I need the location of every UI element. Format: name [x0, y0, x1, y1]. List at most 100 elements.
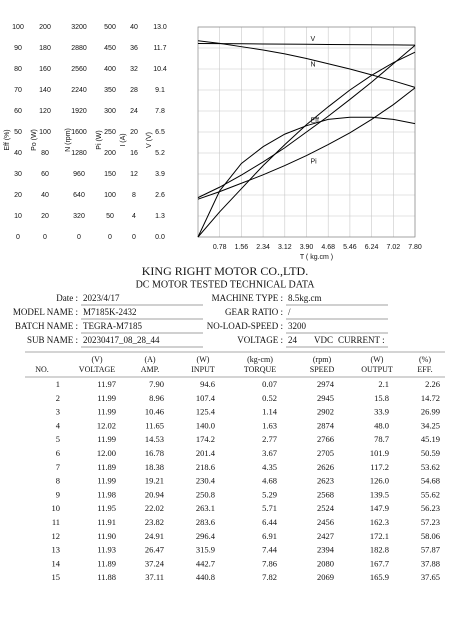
field-value: 3200 — [288, 321, 307, 331]
plot-frame — [197, 26, 416, 238]
table-cell: 1 — [56, 379, 60, 389]
table-cell: 6.91 — [262, 531, 277, 541]
y-tick-label: 100 — [39, 129, 51, 136]
table-cell: 2456 — [317, 517, 334, 527]
column-header: INPUT — [191, 365, 215, 374]
table-cell: 6.44 — [262, 517, 278, 527]
table-cell: 107.4 — [196, 393, 216, 403]
table-cell: 147.9 — [370, 503, 389, 513]
table-cell: 26.47 — [145, 545, 164, 555]
y-tick-label: 4 — [132, 213, 136, 220]
table-cell: 8.96 — [149, 393, 164, 403]
y-tick-label: 80 — [41, 150, 49, 157]
y-tick-label: 0 — [43, 234, 47, 241]
table-cell: 3.67 — [262, 448, 277, 458]
table-cell: 50.59 — [421, 448, 440, 458]
column-header: OUTPUT — [361, 365, 393, 374]
table-cell: 5 — [56, 434, 60, 444]
y-tick-label: 5.2 — [155, 150, 165, 157]
document: KING RIGHT MOTOR CO.,LTD. DC MOTOR TESTE… — [13, 264, 445, 582]
table-cell: 8 — [56, 476, 60, 486]
y-tick-label: 1920 — [71, 108, 87, 115]
table-cell: 101.9 — [370, 448, 389, 458]
table-cell: 4.68 — [262, 476, 277, 486]
y-tick-label: 9.1 — [155, 87, 165, 94]
y-axis-label: V (V) — [146, 132, 153, 148]
field-value: 2023/4/17 — [83, 293, 120, 303]
table-cell: 13 — [52, 545, 61, 555]
table-cell: 18.38 — [145, 462, 164, 472]
table-cell: 10 — [52, 503, 61, 513]
table-cell: 11 — [52, 517, 60, 527]
table-cell: 22.02 — [145, 503, 164, 513]
y-tick-label: 2880 — [71, 45, 87, 52]
field-label: NO-LOAD-SPEED : — [207, 321, 283, 331]
table-cell: 7 — [56, 462, 60, 472]
y-tick-label: 2560 — [71, 66, 87, 73]
y-tick-label: 40 — [14, 150, 22, 157]
y-tick-label: 3.9 — [155, 171, 165, 178]
y-tick-label: 20 — [41, 213, 49, 220]
table-cell: 7.82 — [262, 572, 277, 582]
field-extra: CURRENT : — [338, 335, 385, 345]
y-tick-label: 24 — [130, 108, 138, 115]
unit-header: (rpm) — [313, 355, 332, 364]
table-cell: 139.5 — [370, 489, 389, 499]
table-cell: 0.07 — [262, 379, 277, 389]
table-cell: 20.94 — [145, 489, 165, 499]
y-tick-label: 120 — [39, 108, 51, 115]
y-tick-label: 100 — [12, 24, 24, 31]
table-cell: 296.4 — [196, 531, 216, 541]
table-cell: 5.29 — [262, 489, 277, 499]
field-value: TEGRA-M7185 — [83, 321, 142, 331]
y-tick-label: 20 — [130, 129, 138, 136]
table-cell: 162.3 — [370, 517, 389, 527]
table-cell: 2069 — [317, 572, 334, 582]
unit-header: (W) — [197, 355, 210, 364]
table-cell: 57.87 — [421, 545, 440, 555]
table-cell: 57.23 — [421, 517, 440, 527]
y-tick-label: 400 — [104, 66, 116, 73]
y-tick-label: 10 — [14, 213, 22, 220]
y-tick-label: 2240 — [71, 87, 87, 94]
table-cell: 4.35 — [262, 462, 277, 472]
table-cell: 263.1 — [196, 503, 215, 513]
x-tick-label: 7.80 — [408, 244, 422, 251]
field-label: MACHINE TYPE : — [212, 293, 283, 303]
column-header: SPEED — [310, 365, 335, 374]
field-label: BATCH NAME : — [15, 321, 78, 331]
table-cell: 53.62 — [421, 462, 440, 472]
company-title: KING RIGHT MOTOR CO.,LTD. — [142, 264, 308, 278]
y-tick-label: 250 — [104, 129, 116, 136]
field-unit: VDC — [314, 335, 333, 345]
y-tick-label: 12 — [130, 171, 138, 178]
column-header: NO. — [35, 365, 49, 374]
unit-header: (W) — [371, 355, 384, 364]
y-tick-label: 180 — [39, 45, 51, 52]
y-tick-label: 80 — [14, 66, 22, 73]
y-tick-label: 7.8 — [155, 108, 165, 115]
y-tick-label: 50 — [14, 129, 22, 136]
y-tick-label: 36 — [130, 45, 138, 52]
table-cell: 7.44 — [262, 545, 278, 555]
y-tick-label: 70 — [14, 87, 22, 94]
table-cell: 2902 — [317, 407, 334, 417]
table-cell: 2394 — [317, 545, 335, 555]
y-tick-label: 32 — [130, 66, 138, 73]
field-label: VOLTAGE : — [237, 335, 283, 345]
y-tick-label: 1280 — [71, 150, 87, 157]
y-tick-label: 350 — [104, 87, 116, 94]
y-axis-label: I (A) — [120, 133, 127, 146]
table-cell: 11.89 — [97, 462, 116, 472]
table-cell: 11.91 — [97, 517, 116, 527]
table-cell: 2705 — [317, 448, 334, 458]
y-tick-label: 960 — [73, 171, 85, 178]
table-cell: 11.97 — [97, 379, 116, 389]
table-cell: 45.19 — [421, 434, 440, 444]
table-cell: 140.0 — [196, 420, 215, 430]
table-cell: 7.86 — [262, 558, 277, 568]
y-tick-label: 40 — [41, 192, 49, 199]
table-cell: 230.4 — [196, 476, 216, 486]
table-cell: 283.6 — [196, 517, 215, 527]
y-tick-label: 40 — [130, 24, 138, 31]
